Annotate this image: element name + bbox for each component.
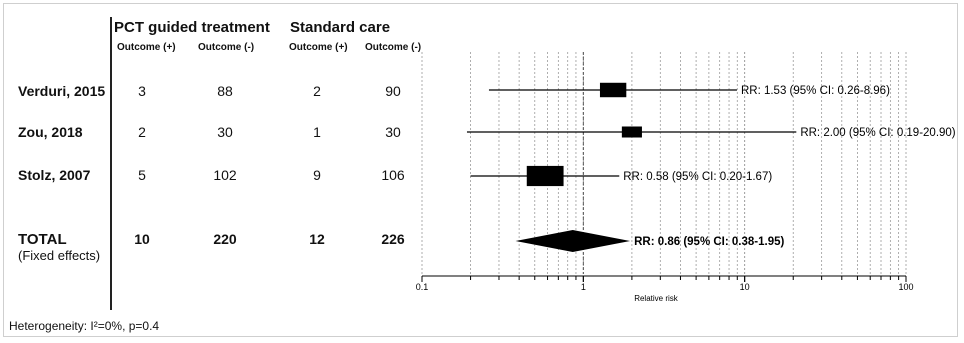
marks-layer: RR: 1.53 (95% CI: 0.26-8.96) RR: 2.00 (95… [466, 82, 956, 252]
table-cell: 5 [138, 167, 146, 183]
total-cell: 220 [213, 231, 237, 247]
pooled-rr-label: RR: 0.86 (95% CI: 0.38-1.95) [634, 236, 784, 248]
table-cell: 2 [138, 124, 146, 140]
subheader-std-negative: Outcome (-) [365, 42, 422, 53]
subheader-pct-positive: Outcome (+) [117, 42, 176, 53]
heterogeneity-note: Heterogeneity: I²=0%, p=0.4 [9, 319, 160, 333]
group-header-pct: PCT guided treatment [114, 19, 270, 36]
table-divider [110, 17, 112, 310]
point-estimate-box [621, 126, 642, 138]
point-estimate-box [599, 82, 627, 98]
rr-label: RR: 1.53 (95% CI: 0.26-8.96) [741, 85, 890, 97]
total-cell: 12 [309, 231, 325, 247]
study-label: Stolz, 2007 [18, 167, 91, 183]
table-cell: 9 [313, 167, 321, 183]
table-cell: 2 [313, 83, 321, 99]
group-header-standard: Standard care [290, 19, 391, 36]
rr-label: RR: 2.00 (95% CI: 0.19-20.90) [800, 127, 955, 139]
table-cell: 3 [138, 83, 146, 99]
point-estimate-box [526, 165, 564, 187]
total-label: TOTAL [18, 231, 67, 248]
table-cell: 102 [213, 167, 237, 183]
x-tick-label: 0.1 [416, 282, 429, 292]
table-cell: 30 [385, 124, 401, 140]
table-cell: 1 [313, 124, 321, 140]
subheader-std-positive: Outcome (+) [289, 42, 348, 53]
study-label: Zou, 2018 [18, 124, 83, 140]
table-cell: 88 [217, 83, 233, 99]
x-tick-label: 1 [581, 282, 586, 292]
pooled-diamond [515, 230, 631, 252]
axis-layer: 0.1 1 10 100 Relative risk [416, 275, 914, 303]
figure-frame [3, 3, 958, 337]
total-cell: 10 [134, 231, 150, 247]
subheader-pct-negative: Outcome (-) [198, 42, 255, 53]
table-cell: 106 [381, 167, 405, 183]
rr-label: RR: 0.58 (95% CI: 0.20-1.67) [623, 171, 772, 183]
table-cell: 30 [217, 124, 233, 140]
total-cell: 226 [381, 231, 405, 247]
x-tick-label: 100 [898, 282, 913, 292]
x-axis-title: Relative risk [634, 294, 679, 303]
study-label: Verduri, 2015 [18, 83, 106, 99]
table-cell: 90 [385, 83, 401, 99]
x-tick-label: 10 [740, 282, 750, 292]
total-sublabel: (Fixed effects) [18, 248, 101, 263]
